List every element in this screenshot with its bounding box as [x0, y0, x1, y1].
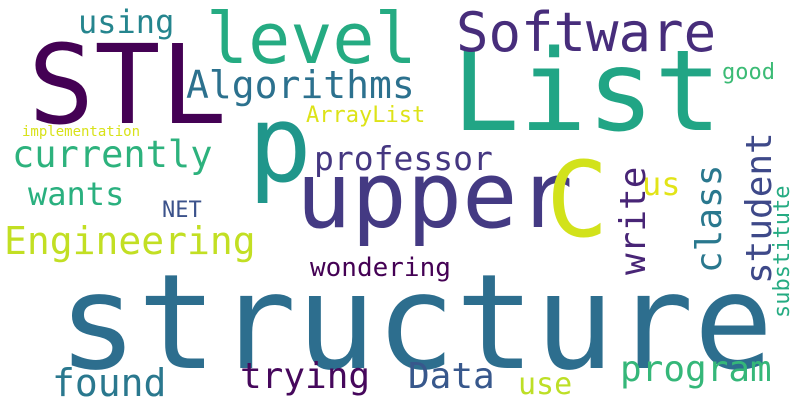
word-use: use	[518, 370, 572, 400]
word-class: class	[692, 165, 728, 273]
word-program: program	[620, 352, 772, 388]
word-wants: wants	[28, 178, 124, 210]
word-data: Data	[408, 359, 495, 395]
word-algorithms: Algorithms	[186, 66, 415, 104]
word-found: found	[52, 364, 166, 400]
word-c: C	[546, 148, 609, 252]
word-p: p	[248, 92, 312, 198]
word-write: write	[616, 167, 652, 275]
word-wondering: wondering	[310, 255, 451, 281]
word-using: using	[78, 6, 174, 38]
word-net: NET	[162, 200, 202, 222]
word-substitute: substitute	[772, 186, 794, 318]
word-currently: currently	[12, 136, 212, 173]
word-professor: professor	[314, 142, 493, 175]
word-trying: trying	[240, 359, 370, 395]
word-good: good	[722, 62, 775, 84]
word-engineering: Engineering	[4, 222, 256, 260]
word-implementation: implementation	[22, 125, 140, 139]
word-arraylist: ArrayList	[306, 105, 425, 127]
word-software: Software	[456, 6, 716, 60]
